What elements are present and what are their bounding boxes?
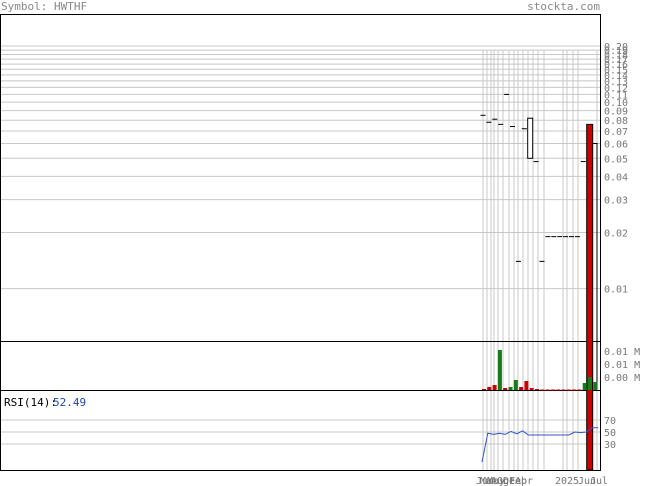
price-tick-label: 0.20 bbox=[604, 42, 628, 53]
volume-bar bbox=[582, 383, 587, 390]
volume-bar bbox=[487, 387, 492, 390]
volume-bar bbox=[572, 389, 577, 391]
price-tick-label: 0.12 bbox=[604, 83, 628, 94]
volume-bar bbox=[577, 389, 582, 391]
x-tick-label: Dec bbox=[503, 476, 521, 486]
x-tick-label: Jun bbox=[578, 476, 596, 486]
volume-bar bbox=[566, 389, 571, 391]
volume-tick-label: 0.01 M bbox=[604, 360, 640, 371]
volume-bar bbox=[593, 382, 598, 390]
grid-layer bbox=[0, 45, 600, 470]
volume-bar bbox=[524, 381, 529, 390]
volume-tick-label: 0.00 M bbox=[604, 373, 640, 384]
volume-bar bbox=[529, 388, 534, 390]
x-tick-label: Oct bbox=[497, 476, 515, 486]
price-tick-label: 0.05 bbox=[604, 154, 628, 165]
price-panel-frame bbox=[0, 14, 601, 342]
price-tick-label: 0.09 bbox=[604, 107, 628, 118]
price-layer bbox=[480, 93, 598, 471]
rsi-tick-label: 30 bbox=[604, 440, 616, 451]
price-tick-label: 0.13 bbox=[604, 77, 628, 88]
rsi-tick-label: 70 bbox=[604, 416, 616, 427]
x-tick-label: Jun bbox=[476, 476, 494, 486]
volume-bar bbox=[482, 389, 486, 390]
x-tick-label: Feb bbox=[509, 476, 527, 486]
volume-panel-frame bbox=[0, 341, 601, 391]
price-tick-label: 0.08 bbox=[604, 116, 628, 127]
label-layer: 0.200.190.180.170.160.150.140.130.120.11… bbox=[4, 42, 640, 486]
price-tick-label: 0.10 bbox=[604, 98, 628, 109]
volume-bar bbox=[550, 389, 555, 391]
volume-bar bbox=[561, 389, 566, 391]
rsi-line bbox=[481, 427, 598, 463]
rsi-layer bbox=[481, 427, 598, 463]
candle bbox=[586, 123, 594, 471]
rsi-value: 52.49 bbox=[53, 396, 86, 409]
volume-tick-label: 0.01 M bbox=[604, 347, 640, 358]
candle bbox=[527, 117, 534, 159]
price-tick-label: 0.07 bbox=[604, 127, 628, 138]
price-tick-label: 0.06 bbox=[604, 140, 628, 151]
price-tick-label: 0.04 bbox=[604, 172, 628, 183]
symbol-label: Symbol: HWTHF bbox=[1, 0, 88, 13]
x-tick-label: 2025 bbox=[555, 476, 579, 486]
x-tick-label: Apr bbox=[515, 476, 533, 486]
site-label[interactable]: stockta.com bbox=[527, 0, 600, 13]
volume-bar bbox=[492, 385, 497, 390]
rsi-label: RSI(14): bbox=[4, 396, 57, 409]
volume-bar bbox=[540, 389, 545, 391]
rsi-tick-label: 50 bbox=[604, 428, 616, 439]
rsi-panel-frame bbox=[0, 390, 601, 471]
volume-bar bbox=[519, 387, 524, 390]
volume-bar bbox=[545, 389, 550, 391]
x-tick-label: Jul bbox=[590, 476, 608, 486]
price-tick-label: 0.02 bbox=[604, 228, 628, 239]
price-tick-label: 0.15 bbox=[604, 65, 628, 76]
volume-bar bbox=[535, 389, 539, 390]
price-tick-label: 0.16 bbox=[604, 60, 628, 71]
frame-layer bbox=[0, 14, 601, 471]
price-tick-label: 0.17 bbox=[604, 55, 628, 66]
volume-bar bbox=[503, 388, 508, 390]
price-tick-label: 0.03 bbox=[604, 196, 628, 207]
volume-layer bbox=[482, 350, 598, 391]
price-tick-label: 0.01 bbox=[604, 285, 628, 296]
volume-bar bbox=[497, 350, 502, 390]
volume-bar bbox=[556, 389, 561, 391]
x-tick-label: May bbox=[487, 476, 505, 486]
price-tick-label: 0.19 bbox=[604, 46, 628, 57]
price-tick-label: 0.14 bbox=[604, 71, 628, 82]
volume-bar bbox=[513, 380, 518, 390]
price-tick-label: 0.11 bbox=[604, 90, 628, 101]
x-tick-label: Mar bbox=[480, 476, 498, 486]
volume-bar bbox=[588, 377, 592, 390]
price-tick-label: 0.18 bbox=[604, 51, 628, 62]
x-tick-label: Aug bbox=[491, 476, 509, 486]
volume-bar bbox=[508, 387, 513, 390]
